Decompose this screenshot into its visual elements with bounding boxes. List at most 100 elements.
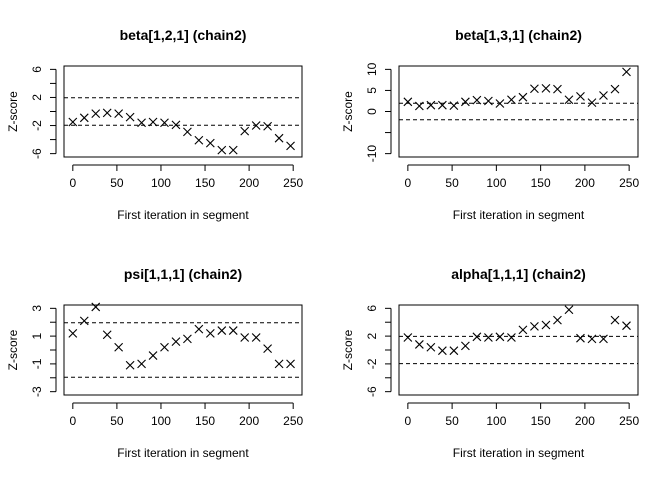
- x-tick-label: 50: [110, 414, 124, 428]
- data-point: [251, 333, 261, 342]
- data-point: [240, 126, 250, 136]
- data-point: [576, 91, 585, 101]
- data-point: [564, 305, 574, 315]
- panel-1: beta[1,2,1] (chain2) 0 50 100 150 200 250 First…: [6, 27, 303, 222]
- plot-frame: [63, 65, 303, 158]
- y-axis: -3 -1 1 3: [30, 305, 57, 397]
- x-tick-label: 0: [405, 176, 412, 190]
- panel-4: alpha[1,1,1] (chain2) 0 50 100 150 200 250 Firs…: [341, 266, 639, 460]
- data-point: [495, 99, 505, 108]
- data-point: [217, 326, 227, 335]
- data-point: [599, 334, 608, 344]
- x-tick-label: 100: [151, 176, 171, 190]
- data-point: [286, 141, 295, 151]
- y-axis-label: Z-score: [6, 91, 20, 132]
- plot-frame: [398, 65, 639, 158]
- data-point: [183, 127, 192, 137]
- x-tick-label: 0: [405, 414, 412, 428]
- x-tick-label: 200: [239, 176, 259, 190]
- data-point: [137, 359, 146, 369]
- data-point: [622, 67, 631, 77]
- data-point: [194, 135, 204, 145]
- y-tick-label: 3: [30, 305, 44, 312]
- data-point: [599, 91, 608, 100]
- data-point: [518, 325, 528, 335]
- data-point: [217, 145, 227, 155]
- data-point: [622, 321, 631, 331]
- x-axis-label: First iteration in segment: [453, 208, 585, 222]
- y-axis: -6 -2 2 6: [365, 305, 392, 397]
- data-point: [171, 337, 181, 347]
- x-tick-label: 150: [531, 176, 551, 190]
- y-tick-label: -2: [30, 120, 44, 131]
- data-point: [530, 84, 539, 94]
- x-axis: 0 50 100 150 200 250: [405, 164, 639, 190]
- data-point: [507, 95, 516, 105]
- panel-3: psi[1,1,1] (chain2) 0 50 100 150 200 250 First …: [6, 266, 303, 460]
- data-point: [437, 346, 447, 356]
- x-tick-label: 0: [69, 176, 76, 190]
- data-point: [472, 95, 482, 105]
- y-axis-label: Z-score: [341, 91, 355, 132]
- data-point: [553, 315, 562, 325]
- y-axis: -10 0 5 10: [365, 62, 392, 163]
- data-point: [274, 133, 284, 143]
- data-point: [472, 332, 482, 342]
- chart-title: beta[1,3,1] (chain2): [455, 27, 582, 43]
- data-point: [114, 109, 124, 118]
- panel-2: beta[1,3,1] (chain2)0 50 100 150 200 250First…: [341, 27, 639, 222]
- data-point: [274, 359, 284, 369]
- data-point: [68, 328, 78, 338]
- x-tick-label: 250: [619, 414, 639, 428]
- data-point: [91, 109, 101, 118]
- y-tick-label: 5: [365, 87, 379, 94]
- y-tick-label: -10: [365, 145, 379, 163]
- x-axis: 0 50 100 150 200 250: [69, 402, 304, 428]
- x-tick-label: 200: [575, 176, 595, 190]
- x-tick-label: 200: [575, 414, 595, 428]
- data-point: [286, 359, 295, 369]
- data-point: [414, 101, 424, 111]
- y-tick-label: 6: [30, 66, 44, 73]
- data-point: [414, 340, 424, 349]
- data-point: [263, 344, 273, 354]
- data-point: [484, 333, 493, 342]
- x-tick-label: 50: [445, 414, 459, 428]
- data-point: [587, 334, 597, 344]
- data-point: [205, 138, 215, 148]
- data-point: [449, 346, 459, 356]
- x-tick-label: 250: [619, 176, 639, 190]
- y-tick-label: 10: [365, 62, 379, 76]
- data-point: [160, 342, 169, 352]
- chart-title: alpha[1,1,1] (chain2): [451, 266, 586, 282]
- data-point: [460, 97, 470, 107]
- data-point: [240, 333, 250, 342]
- x-tick-label: 100: [486, 414, 506, 428]
- y-tick-label: -3: [30, 386, 44, 397]
- y-tick-label: 6: [365, 305, 379, 312]
- data-point: [507, 333, 516, 342]
- x-axis-label: First iteration in segment: [117, 446, 249, 460]
- data-point: [426, 342, 436, 352]
- chart-title: beta[1,2,1] (chain2): [120, 27, 247, 43]
- x-tick-label: 250: [283, 414, 303, 428]
- y-tick-label: -6: [30, 148, 44, 159]
- data-point: [137, 118, 146, 128]
- data-point: [228, 145, 238, 155]
- x-axis-label: First iteration in segment: [117, 208, 249, 222]
- y-tick-label: -6: [365, 386, 379, 397]
- data-point: [125, 360, 135, 370]
- y-axis-label: Z-score: [341, 329, 355, 370]
- x-tick-label: 150: [195, 176, 215, 190]
- data-point: [460, 341, 470, 351]
- data-point: [495, 332, 505, 342]
- data-point: [79, 113, 89, 123]
- x-tick-label: 50: [110, 176, 124, 190]
- data-point: [403, 97, 413, 107]
- data-point: [403, 333, 413, 342]
- y-axis: -6 -2 2 6: [30, 66, 57, 159]
- data-point: [91, 302, 101, 312]
- data-point: [449, 101, 459, 110]
- data-point: [102, 330, 112, 340]
